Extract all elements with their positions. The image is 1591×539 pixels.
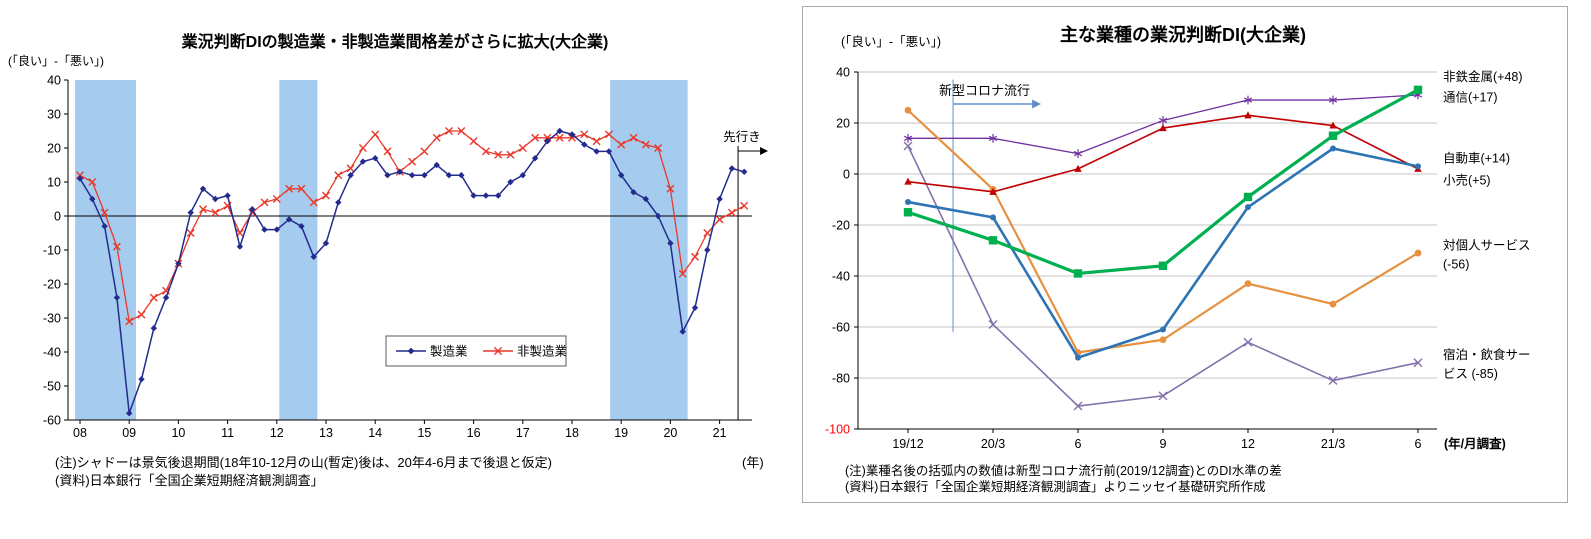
svg-text:先行き: 先行き: [723, 130, 761, 144]
svg-text:09: 09: [122, 426, 136, 440]
gridlines: [858, 71, 1437, 379]
svg-text:宿泊・飲食サー: 宿泊・飲食サー: [1443, 347, 1531, 362]
series-自動車: [905, 145, 1421, 361]
svg-text:対個人サービス: 対個人サービス: [1443, 238, 1531, 252]
left-note-1: (注)シャドーは景気後退期間(18年10-12月の山(暫定)後は、20年4-6月…: [55, 455, 552, 470]
svg-text:10: 10: [47, 176, 61, 190]
svg-text:-10: -10: [43, 244, 61, 258]
left-chart-title: 業況判断DIの製造業・非製造業間格差がさらに拡大(大企業): [181, 34, 609, 51]
svg-text:08: 08: [73, 426, 87, 440]
svg-text:非鉄金属(+48): 非鉄金属(+48): [1443, 69, 1523, 84]
svg-text:19: 19: [614, 426, 628, 440]
svg-text:自動車(+14): 自動車(+14): [1443, 152, 1510, 166]
left-x-unit-label: (年): [742, 455, 764, 470]
right-chart-title: 主な業種の業況判断DI(大企業): [1060, 25, 1306, 45]
svg-text:-60: -60: [832, 321, 850, 335]
svg-text:12: 12: [270, 426, 284, 440]
series-対個人サービス: [904, 106, 1422, 356]
svg-text:6: 6: [1075, 437, 1082, 451]
svg-text:-50: -50: [43, 380, 61, 394]
svg-text:11: 11: [221, 426, 234, 440]
svg-text:製造業: 製造業: [430, 344, 468, 359]
svg-text:6: 6: [1415, 437, 1422, 451]
series-非鉄金属: [903, 85, 1423, 278]
svg-text:21: 21: [713, 426, 727, 440]
svg-text:-40: -40: [43, 346, 61, 360]
svg-text:(年/月調査): (年/月調査): [1444, 436, 1506, 451]
di-gap-chart: 40 30 20 10 0 -10 -20 -30 -40 -50 -60 08 09 10 11 12 13 1…: [43, 74, 769, 440]
left-chart-panel: 業況判断DIの製造業・非製造業間格差がさらに拡大(大企業) (「良い」-「悪い」…: [0, 0, 792, 539]
right-note-1: (注)業種名後の括弧内の数値は新型コロナ流行前(2019/12調査)とのDI水準…: [845, 464, 1282, 478]
svg-text:20: 20: [47, 142, 61, 156]
di-by-industry-chart: 40 20 0 -20 -40 -60 -80 -100 19/12 20/3 6 9 12 21/3 6 (…: [825, 66, 1531, 452]
svg-text:0: 0: [54, 210, 61, 224]
svg-text:20: 20: [836, 117, 850, 131]
legend: 製造業 非製造業: [385, 335, 568, 367]
svg-text:30: 30: [47, 108, 61, 122]
forecast-annotation: 先行き: [723, 130, 769, 420]
svg-text:非製造業: 非製造業: [517, 344, 568, 359]
svg-text:0: 0: [843, 168, 850, 182]
svg-text:-40: -40: [832, 270, 850, 284]
series-宿泊・飲食サービス: [903, 141, 1423, 411]
series-非製造業: [76, 127, 749, 326]
svg-text:9: 9: [1160, 437, 1167, 451]
axes: 40 20 0 -20 -40 -60 -80 -100 19/12 20/3 6 9 12 21/3 6 (…: [825, 66, 1506, 452]
svg-text:16: 16: [467, 426, 481, 440]
svg-text:-80: -80: [832, 372, 850, 386]
svg-text:20/3: 20/3: [981, 437, 1005, 451]
svg-text:小売(+5): 小売(+5): [1443, 172, 1491, 187]
series-製造業: [76, 127, 748, 417]
svg-text:15: 15: [417, 426, 431, 440]
svg-text:通信(+17): 通信(+17): [1443, 91, 1498, 105]
svg-text:ビス (-85): ビス (-85): [1443, 367, 1498, 381]
svg-text:14: 14: [368, 426, 382, 440]
recession-bands: [75, 80, 688, 420]
covid-annotation: 新型コロナ流行: [939, 79, 1042, 333]
svg-text:-30: -30: [43, 312, 61, 326]
svg-text:40: 40: [47, 74, 61, 88]
svg-text:-60: -60: [43, 414, 61, 428]
svg-text:新型コロナ流行: 新型コロナ流行: [939, 83, 1030, 98]
right-chart-panel: 主な業種の業況判断DI(大企業) (「良い」-「悪い」) 40 20 0 -20 -40…: [802, 6, 1568, 503]
svg-text:18: 18: [565, 426, 579, 440]
right-y-axis-caption: (「良い」-「悪い」): [841, 35, 941, 49]
series-labels: 非鉄金属(+48) 通信(+17) 自動車(+14) 小売(+5) 対個人サービス (-5…: [1443, 69, 1531, 381]
svg-text:-100: -100: [825, 423, 850, 437]
left-note-2: (資料)日本銀行「全国企業短期経済観測調査」: [55, 473, 324, 488]
svg-text:(-56): (-56): [1443, 258, 1469, 272]
left-y-axis-caption: (「良い」-「悪い」): [8, 54, 104, 68]
svg-text:17: 17: [516, 426, 530, 440]
svg-text:21/3: 21/3: [1321, 437, 1345, 451]
right-note-2: (資料)日本銀行「全国企業短期経済観測調査」よりニッセイ基礎研究所作成: [845, 480, 1266, 494]
svg-text:10: 10: [171, 426, 185, 440]
svg-text:19/12: 19/12: [892, 437, 923, 451]
axes: 40 30 20 10 0 -10 -20 -30 -40 -50 -60 08 09 10 11 12 13 1…: [43, 74, 752, 440]
svg-text:-20: -20: [43, 278, 61, 292]
svg-text:13: 13: [319, 426, 333, 440]
svg-text:-20: -20: [832, 219, 850, 233]
svg-text:20: 20: [663, 426, 677, 440]
svg-text:40: 40: [836, 66, 850, 80]
svg-text:12: 12: [1241, 437, 1255, 451]
